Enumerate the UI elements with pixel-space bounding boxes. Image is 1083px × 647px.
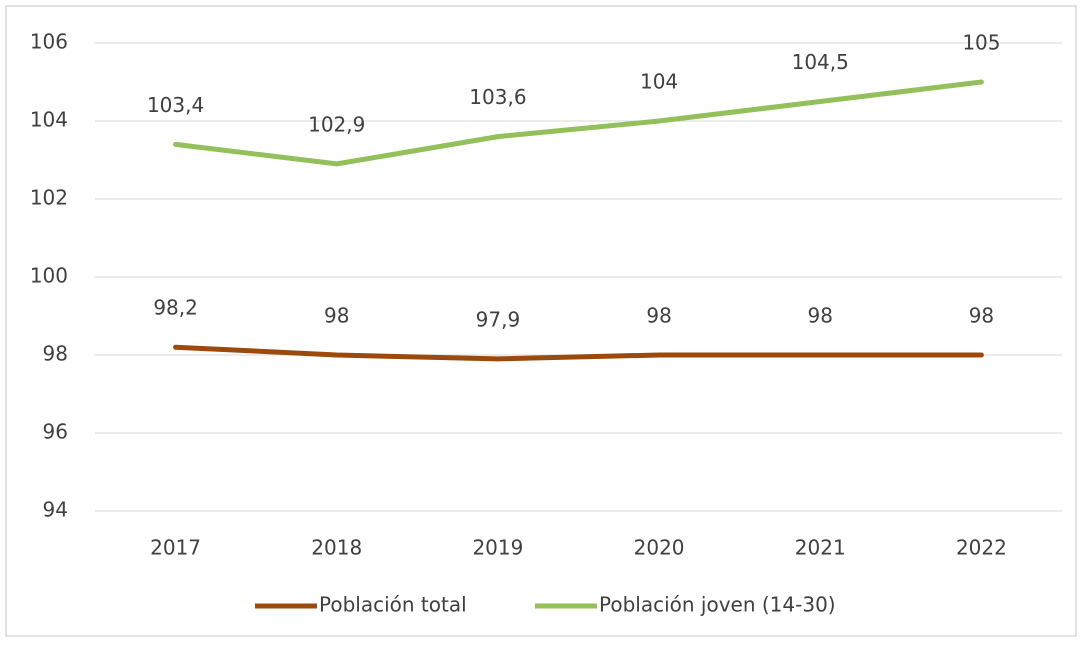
data-label: 98,2 bbox=[153, 296, 198, 320]
series-line bbox=[173, 79, 984, 167]
x-tick-label: 2018 bbox=[311, 536, 362, 560]
data-label: 98 bbox=[969, 304, 994, 328]
data-label: 103,6 bbox=[469, 85, 526, 109]
y-tick-label: 96 bbox=[43, 420, 68, 444]
data-label: 98 bbox=[808, 304, 833, 328]
legend-label: Población total bbox=[319, 593, 467, 617]
data-label: 102,9 bbox=[308, 112, 365, 136]
series-line bbox=[173, 344, 984, 362]
y-tick-label: 102 bbox=[30, 186, 68, 210]
x-tick-label: 2017 bbox=[150, 536, 201, 560]
legend-label: Población joven (14-30) bbox=[599, 593, 836, 617]
chart-frame bbox=[5, 5, 1077, 637]
data-label: 97,9 bbox=[476, 307, 521, 331]
y-tick-label: 106 bbox=[30, 30, 68, 54]
x-tick-label: 2021 bbox=[795, 536, 846, 560]
y-tick-label: 94 bbox=[43, 498, 68, 522]
x-tick-label: 2020 bbox=[634, 536, 685, 560]
data-label: 98 bbox=[646, 304, 671, 328]
data-label: 98 bbox=[324, 304, 349, 328]
data-label: 104 bbox=[640, 70, 678, 94]
y-tick-label: 98 bbox=[43, 342, 68, 366]
y-tick-label: 100 bbox=[30, 264, 68, 288]
x-tick-label: 2019 bbox=[472, 536, 523, 560]
y-tick-label: 104 bbox=[30, 108, 68, 132]
data-label: 103,4 bbox=[147, 93, 204, 117]
x-tick-label: 2022 bbox=[956, 536, 1007, 560]
data-label: 104,5 bbox=[792, 50, 849, 74]
data-label: 105 bbox=[962, 31, 1000, 55]
